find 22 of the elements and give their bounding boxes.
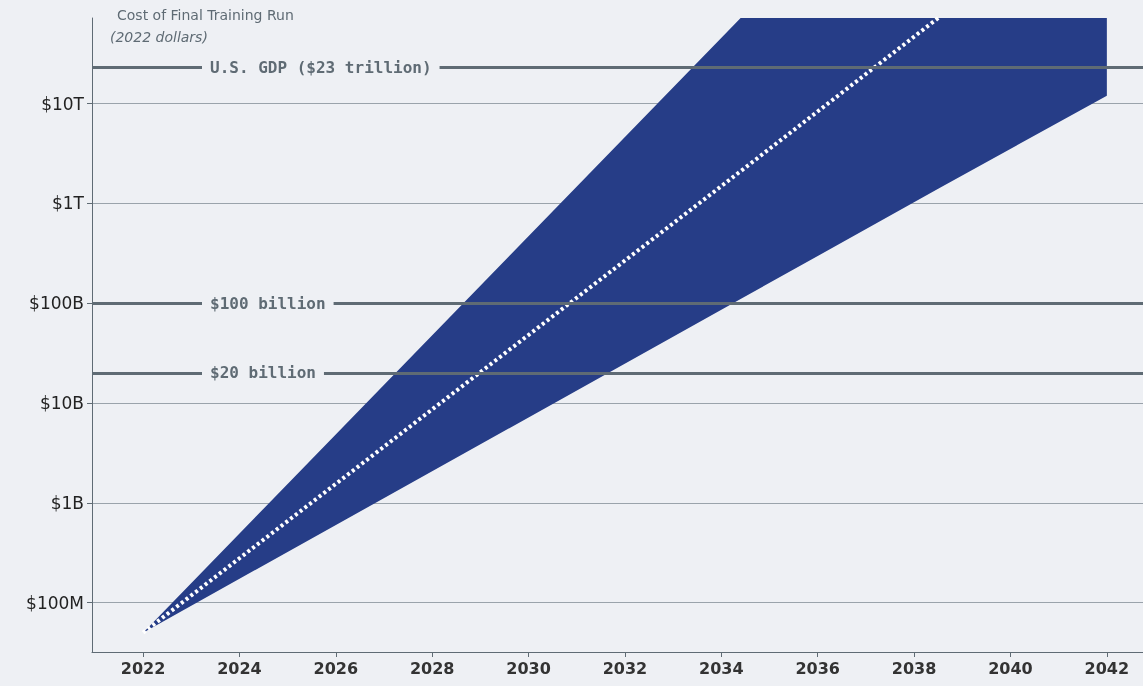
y-axis-title: Cost of Final Training Run (117, 7, 294, 23)
y-tick-label: $100M (26, 592, 84, 613)
y-tick-label: $10T (41, 93, 85, 114)
x-tick-label: 2030 (506, 658, 551, 678)
x-tick-label: 2040 (988, 658, 1033, 678)
x-tick-label: 2038 (891, 658, 937, 678)
y-tick-label: $1B (50, 492, 84, 513)
x-tick-label: 2032 (602, 658, 648, 678)
y-tick-label: $10B (39, 392, 84, 413)
ref-line-label: U.S. GDP ($23 trillion) (210, 57, 432, 77)
text: (2022 dollars) (110, 29, 208, 45)
x-tick-label: 2028 (409, 658, 455, 678)
y-tick-label: $100B (29, 293, 84, 314)
x-tick-label: 2034 (699, 658, 744, 678)
y-tick-label: $1T (51, 193, 85, 214)
x-tick-label: 2026 (313, 658, 359, 678)
ref-line-label: $20 billion (210, 363, 316, 383)
ref-line-label: $100 billion (210, 293, 326, 313)
x-tick-label: 2022 (120, 658, 166, 678)
x-tick-label: 2024 (217, 658, 262, 678)
x-tick-label: 2042 (1084, 658, 1130, 678)
x-tick-label: 2036 (795, 658, 840, 678)
